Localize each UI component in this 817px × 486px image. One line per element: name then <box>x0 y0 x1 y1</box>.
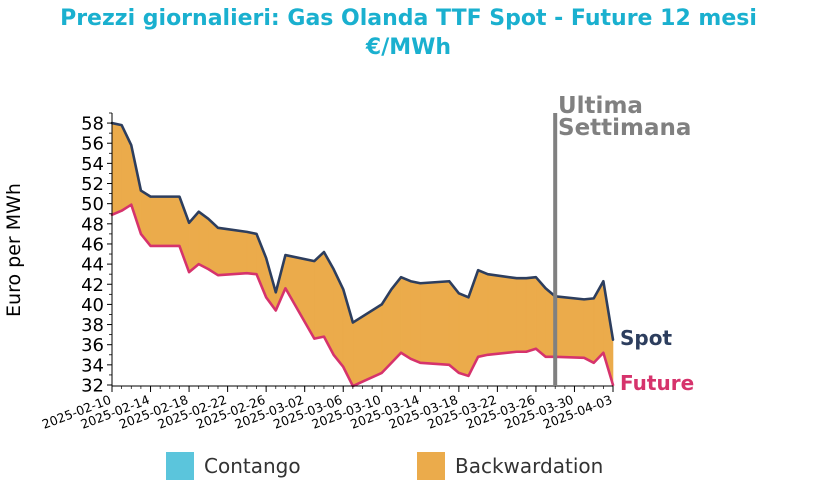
spread-segment-2025-03-13 <box>410 280 421 364</box>
legend-item-backwardation: Backwardation <box>417 452 603 480</box>
y-tick-label-48: 48 <box>81 214 104 235</box>
y-tick-label-52: 52 <box>81 174 104 195</box>
spread-segment-2025-02-24 <box>246 231 257 275</box>
spread-fill-layer <box>111 122 614 387</box>
spread-segment-2025-03-24 <box>516 277 527 353</box>
spread-segment-2025-03-12 <box>400 276 411 360</box>
spread-segment-2025-03-21 <box>487 273 517 356</box>
legend-item-contango: Contango <box>166 452 301 480</box>
spread-segment-2025-03-31 <box>583 298 595 364</box>
series-end-label-spot: Spot <box>620 326 672 350</box>
marker-label-line2: Settimana <box>558 115 691 141</box>
y-axis-label: Euro per MWh <box>3 183 25 317</box>
spread-segment-2025-03-18 <box>458 292 469 377</box>
spread-segment-2025-03-17 <box>448 280 460 374</box>
chart-title-line1: Prezzi giornalieri: Gas Olanda TTF Spot … <box>60 6 757 31</box>
series-line-spot <box>110 121 615 341</box>
spread-segment-2025-03-28 <box>554 296 585 359</box>
spread-segment-2025-03-20 <box>477 269 489 358</box>
spread-segment-2025-03-11 <box>391 276 402 364</box>
y-tick-label-56: 56 <box>81 134 104 155</box>
spread-segment-2025-02-10 <box>111 122 122 216</box>
spread-segment-2025-02-14 <box>150 196 180 247</box>
y-tick-label-50: 50 <box>81 194 104 215</box>
legend-swatch-backwardation <box>417 452 445 480</box>
y-tick-label-46: 46 <box>81 234 104 255</box>
spread-segment-2025-03-26 <box>535 276 546 358</box>
spread-segment-2025-02-21 <box>217 227 248 276</box>
spread-segment-2025-02-19 <box>198 211 209 270</box>
y-tick-label-38: 38 <box>81 315 104 336</box>
y-tick-label-54: 54 <box>81 154 104 175</box>
y-tick-label-44: 44 <box>81 255 104 276</box>
legend-label-contango: Contango <box>204 454 301 478</box>
y-tick-label-34: 34 <box>81 355 104 376</box>
chart-title-line2: €/MWh <box>365 35 452 60</box>
y-tick-label-58: 58 <box>81 114 104 135</box>
y-tick-label-36: 36 <box>81 335 104 356</box>
spread-segment-2025-03-25 <box>525 276 537 353</box>
series-end-label-future: Future <box>620 371 694 395</box>
y-tick-label-40: 40 <box>81 295 104 316</box>
chart-title: Prezzi giornalieri: Gas Olanda TTF Spot … <box>0 4 817 62</box>
legend-label-backwardation: Backwardation <box>455 454 604 478</box>
y-tick-label-42: 42 <box>81 275 104 296</box>
spread-segment-2025-03-14 <box>420 280 450 366</box>
y-tick-label-32: 32 <box>81 376 104 397</box>
legend-swatch-contango <box>166 452 194 480</box>
spread-segment-2025-03-03 <box>314 251 325 340</box>
marker-label-line1: Ultima <box>558 93 643 119</box>
